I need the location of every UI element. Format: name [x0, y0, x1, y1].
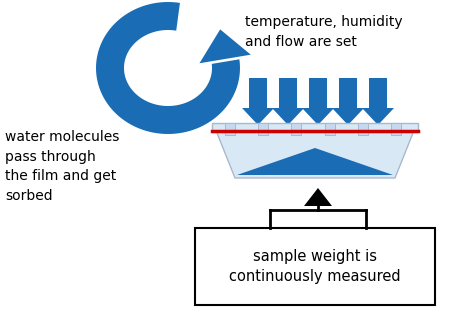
Bar: [258, 123, 268, 135]
Polygon shape: [304, 188, 332, 206]
Polygon shape: [309, 78, 327, 108]
Text: sample weight is
continuously measured: sample weight is continuously measured: [229, 248, 401, 284]
Polygon shape: [339, 78, 357, 108]
Polygon shape: [302, 108, 334, 125]
Polygon shape: [362, 108, 394, 125]
Polygon shape: [279, 78, 297, 108]
Polygon shape: [249, 78, 267, 108]
Polygon shape: [242, 108, 274, 125]
Polygon shape: [369, 78, 387, 108]
Polygon shape: [96, 2, 240, 134]
Text: water molecules
pass through
the film and get
sorbed: water molecules pass through the film an…: [5, 130, 119, 203]
Bar: [212, 123, 418, 132]
Polygon shape: [272, 108, 304, 125]
Bar: [291, 123, 301, 135]
Polygon shape: [215, 128, 415, 178]
Text: temperature, humidity
and flow are set: temperature, humidity and flow are set: [245, 15, 402, 48]
Polygon shape: [332, 108, 364, 125]
Polygon shape: [200, 29, 251, 63]
Bar: [358, 123, 368, 135]
Bar: [325, 123, 335, 135]
Bar: [391, 123, 401, 135]
Bar: [225, 123, 235, 135]
Bar: [195, 228, 435, 305]
Polygon shape: [237, 148, 393, 175]
